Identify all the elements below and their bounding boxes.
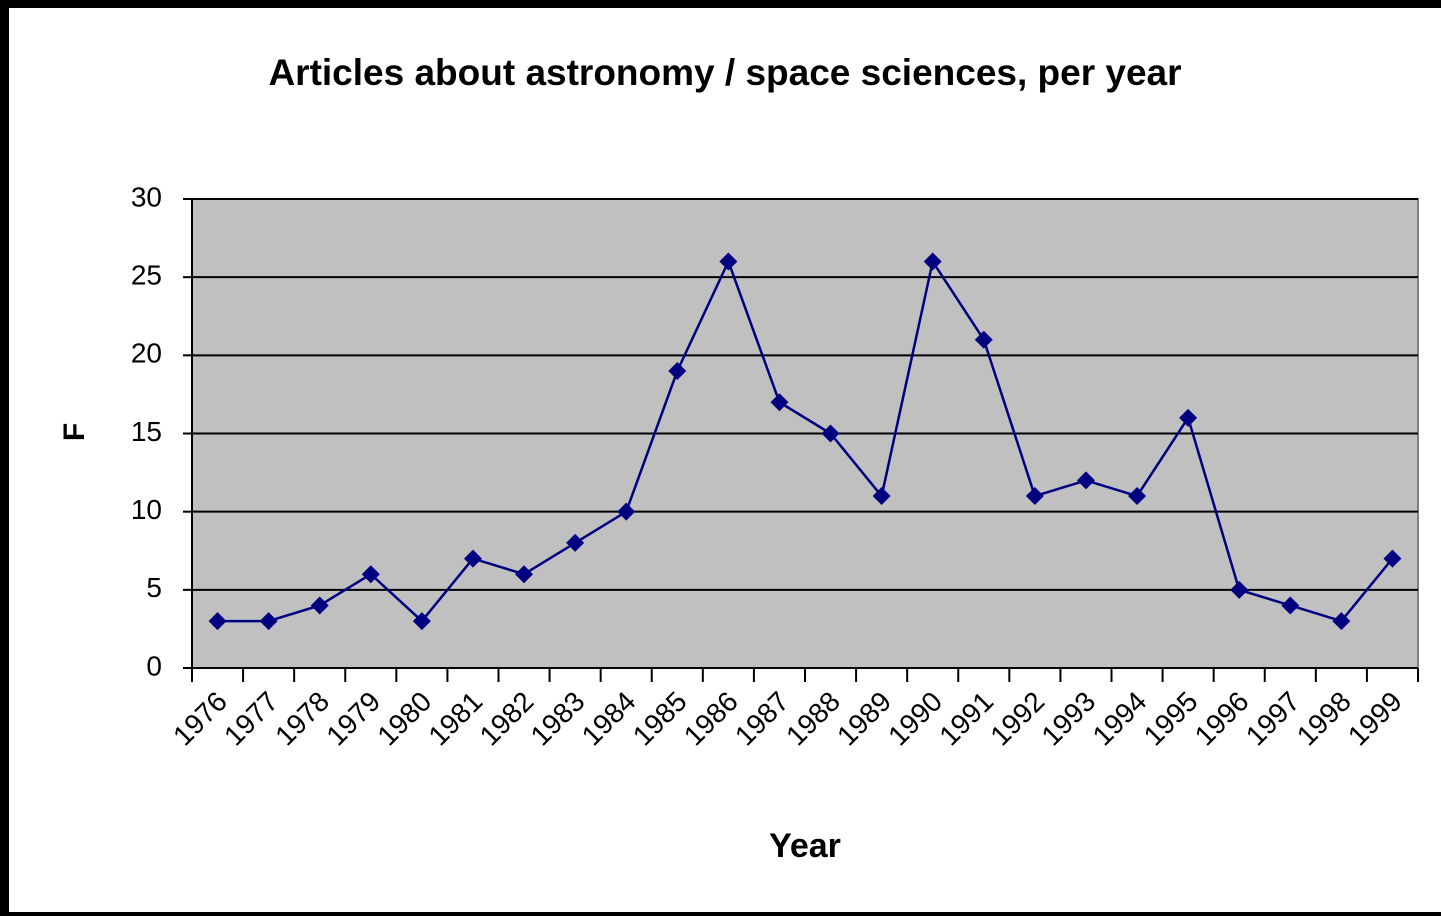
marker: [872, 487, 891, 506]
marker: [566, 533, 585, 552]
y-tick-label: 5: [146, 572, 162, 603]
marker: [617, 502, 636, 521]
marker: [259, 612, 278, 631]
y-tick-label: 30: [131, 181, 162, 212]
marker: [208, 612, 227, 631]
y-tick-label: 20: [131, 338, 162, 369]
marker: [412, 612, 431, 631]
marker: [1128, 487, 1147, 506]
y-tick-label: 15: [131, 416, 162, 447]
marker: [974, 330, 993, 349]
x-axis-label: Year: [769, 827, 841, 865]
y-tick-label: 25: [131, 260, 162, 291]
marker: [923, 252, 942, 271]
marker: [719, 252, 738, 271]
marker: [361, 565, 380, 584]
marker: [1025, 487, 1044, 506]
marker: [1179, 408, 1198, 427]
marker: [668, 361, 687, 380]
marker: [310, 596, 329, 615]
marker: [1076, 471, 1095, 490]
marker: [1332, 612, 1351, 631]
marker: [1383, 549, 1402, 568]
y-tick-label: 0: [146, 650, 162, 681]
marker: [770, 393, 789, 412]
marker: [463, 549, 482, 568]
chart-title: Articles about astronomy / space science…: [268, 52, 1181, 93]
marker: [1281, 596, 1300, 615]
marker: [1230, 580, 1249, 599]
marker: [821, 424, 840, 443]
marker: [515, 565, 534, 584]
line: [217, 258, 1394, 623]
y-axis-label: F: [58, 423, 91, 441]
y-tick-label: 10: [131, 494, 162, 525]
